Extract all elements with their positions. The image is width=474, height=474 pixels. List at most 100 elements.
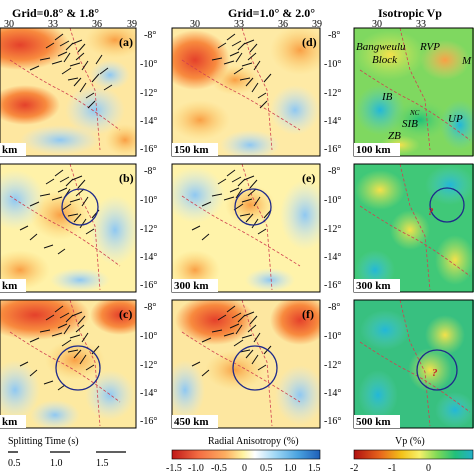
lat-tick: -10° [324,59,341,70]
depth-label-b: km [2,280,17,292]
lat-ticks-row1: -8° -10° -12° -14° -16° [140,30,157,155]
depth-label-g: 100 km [356,144,391,156]
splitting-legend-title: Splitting Time (s) [8,436,79,447]
lon-tick: 39 [127,19,137,30]
vp-tick: -2 [350,463,358,474]
m-label: M [461,55,472,67]
panel-f-label: (f) [302,307,314,321]
depth-label-e: 300 km [174,280,209,292]
lat-tick: -16° [140,280,157,291]
lon-tick: 30 [4,19,14,30]
anisotropy-colorbar-gradient [171,449,321,460]
panel-b [0,164,136,292]
lon-tick: 33 [234,19,244,30]
anisotropy-tick: -1.5 [166,463,182,474]
vp-tick: -1 [388,463,396,474]
panel-c-label: (c) [119,307,132,321]
lat-tick: -12° [140,224,157,235]
lat-tick: -8° [328,30,340,41]
panel-f [172,300,320,428]
panel-e-label: (e) [302,171,315,185]
sib-label: SIB [402,118,418,130]
lon-tick: 30 [190,19,200,30]
anisotropy-tick: 1.5 [308,463,321,474]
panel-g [354,28,474,156]
lat-tick: -16° [324,280,341,291]
lat-tick: -12° [324,360,341,371]
anisotropy-tick: 0 [242,463,247,474]
panel-b-label: (b) [119,171,134,185]
anisotropy-tick: -0.5 [211,463,227,474]
panel-d-label: (d) [302,35,317,49]
lat-tick: -8° [328,302,340,313]
lat-tick: -10° [140,331,157,342]
vp-colorbar: Vp (%) -2 -1 0 [350,436,474,474]
lon-tick: 33 [416,19,426,30]
geologic-labels: Bangweulu Block RVP M IB NC SIB ZB UP ? … [356,41,472,379]
right-column-title: Isotropic Vp [378,6,442,20]
lat-tick: -12° [140,88,157,99]
lat-tick: -14° [140,116,157,127]
lat-ticks-right-row1: -8° -10° -12° -14° -16° [324,30,341,155]
lat-tick: -12° [140,360,157,371]
lat-tick: -8° [144,166,156,177]
nc-label: NC [409,109,420,117]
splitting-legend: Splitting Time (s) 0.5 1.0 1.5 [8,436,126,469]
lon-ticks-right: 30 33 [372,19,426,30]
anisotropy-tick: -1.0 [188,463,204,474]
lat-tick: -14° [140,252,157,263]
panel-d [172,28,320,156]
fault-lines [9,27,471,427]
target-circles [55,187,465,391]
lat-tick: -14° [140,388,157,399]
lat-tick: -16° [140,416,157,427]
panel-a [0,28,136,156]
depth-label-a: km [2,144,17,156]
lat-tick: -14° [324,252,341,263]
anisotropy-colorbar-title: Radial Anisotropy (%) [208,436,299,447]
lat-tick: -10° [324,195,341,206]
block-label: Block [372,54,398,66]
up-label: UP [448,113,463,125]
splitting-legend-item: 1.5 [96,458,109,469]
lat-tick: -16° [324,144,341,155]
vp-colorbar-gradient [353,449,474,460]
lat-tick: -8° [144,30,156,41]
lat-ticks-right-row2: -8° -10° -12° -14° -16° [324,166,341,291]
depth-label-i: 500 km [356,416,391,428]
lon-ticks-left: 30 33 36 39 [4,19,137,30]
lat-ticks-row2: -8° -10° -12° -14° -16° [140,166,157,291]
depth-label-f: 450 km [174,416,209,428]
splitting-legend-item: 0.5 [8,458,21,469]
anisotropy-colorbar: Radial Anisotropy (%) -1.5 -1.0 -0.5 0 0… [166,436,321,474]
lon-tick: 30 [372,19,382,30]
vp-colorbar-title: Vp (%) [395,436,425,447]
lat-tick: -10° [324,331,341,342]
depth-label-c: km [2,416,17,428]
question-mark-h: ? [428,206,434,218]
rvp-label: RVP [419,41,440,53]
lat-tick: -8° [144,302,156,313]
lat-ticks-row3: -8° -10° -12° -14° -16° [140,302,157,427]
lat-tick: -8° [328,166,340,177]
vp-tick: 0 [426,463,431,474]
panel-i [354,300,474,428]
lat-tick: -16° [140,144,157,155]
depth-label-d: 150 km [174,144,209,156]
panel-borders [0,27,474,429]
ib-label: IB [381,91,393,103]
middle-column-title: Grid=1.0° & 2.0° [228,6,315,20]
panel-c [0,300,136,428]
panel-a-label: (a) [119,35,133,49]
lat-tick: -14° [324,116,341,127]
panel-e [172,164,320,292]
lat-tick: -12° [324,224,341,235]
anisotropy-tick: 1.0 [284,463,297,474]
lon-tick: 36 [92,19,102,30]
bangweulu-label: Bangweulu [356,41,406,53]
depth-labels: km km km 150 km 300 km 450 km 100 km 300… [0,143,400,428]
anisotropy-tick: 0.5 [260,463,273,474]
lat-tick: -10° [140,59,157,70]
lat-tick: -16° [324,416,341,427]
